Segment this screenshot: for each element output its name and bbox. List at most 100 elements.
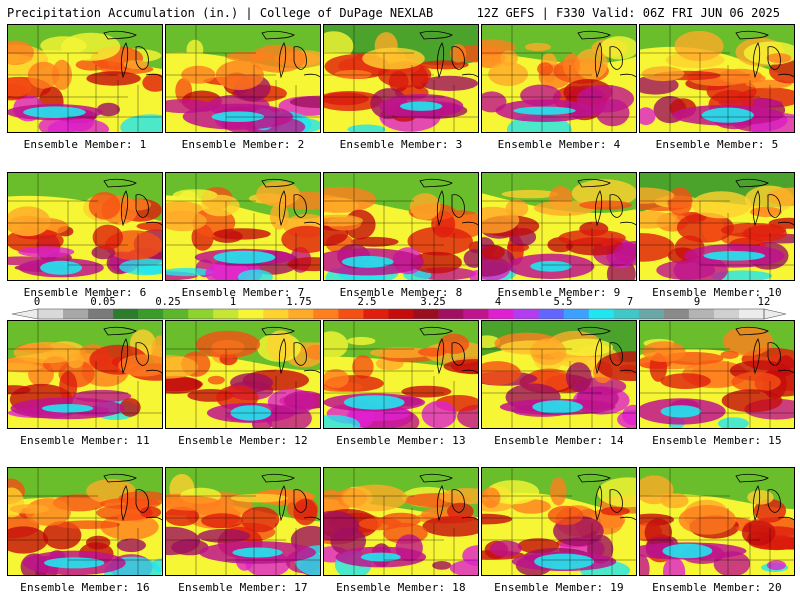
precipitation-map: [639, 467, 795, 576]
colorbar-swatch: [313, 309, 339, 319]
ensemble-member-panel: Ensemble Member: 9: [481, 172, 637, 299]
colorbar-swatch: [488, 309, 514, 319]
colorbar-swatch: [338, 309, 364, 319]
colorbar-swatch: [738, 309, 765, 319]
colorbar-tick-label: 1: [229, 296, 237, 308]
colorbar-swatch: [388, 309, 414, 319]
ensemble-member-label: Ensemble Member: 18: [336, 581, 466, 594]
colorbar-swatch: [213, 309, 239, 319]
ensemble-member-label: Ensemble Member: 17: [178, 581, 308, 594]
colorbar-border: [37, 308, 765, 320]
colorbar-swatch: [163, 309, 189, 319]
precipitation-map: [481, 320, 637, 429]
precipitation-map: [481, 172, 637, 281]
precipitation-map: [165, 24, 321, 133]
colorbar-swatch: [538, 309, 565, 319]
precipitation-map: [165, 467, 321, 576]
product-title: Precipitation Accumulation (in.) | Colle…: [7, 6, 434, 20]
colorbar: 0 0.05 0.25 1 1.75 2.5 3.25 4 5.5 7 9 12: [0, 296, 800, 320]
precipitation-map: [165, 320, 321, 429]
colorbar-max-arrow: [763, 308, 787, 320]
ensemble-member-label: Ensemble Member: 11: [20, 434, 150, 447]
ensemble-member-panel: Ensemble Member: 16: [7, 467, 163, 594]
precipitation-map: [481, 24, 637, 133]
ensemble-member-panel: Ensemble Member: 13: [323, 320, 479, 447]
colorbar-swatch: [563, 309, 590, 319]
ensemble-member-label: Ensemble Member: 13: [336, 434, 466, 447]
colorbar-scale: [11, 308, 787, 320]
ensemble-member-label: Ensemble Member: 10: [652, 286, 782, 299]
header: Precipitation Accumulation (in.) | Colle…: [0, 0, 800, 24]
colorbar-swatch: [38, 309, 64, 319]
colorbar-swatch: [363, 309, 389, 319]
ensemble-member-label: Ensemble Member: 8: [339, 286, 463, 299]
ensemble-member-label: Ensemble Member: 1: [23, 138, 147, 151]
colorbar-tick-label: 2.5: [357, 296, 377, 308]
colorbar-tick-label: 0.25: [155, 296, 181, 308]
colorbar-swatch: [188, 309, 214, 319]
ensemble-member-label: Ensemble Member: 15: [652, 434, 782, 447]
colorbar-swatch: [263, 309, 289, 319]
colorbar-swatch: [688, 309, 715, 319]
ensemble-member-panel: Ensemble Member: 17: [165, 467, 321, 594]
precipitation-map: [639, 24, 795, 133]
ensemble-member-label: Ensemble Member: 4: [497, 138, 621, 151]
precipitation-map: [323, 24, 479, 133]
ensemble-member-label: Ensemble Member: 16: [20, 581, 150, 594]
ensemble-member-panel: Ensemble Member: 6: [7, 172, 163, 299]
precipitation-map: [481, 467, 637, 576]
ensemble-member-panel: Ensemble Member: 20: [639, 467, 795, 594]
ensemble-member-panel: Ensemble Member: 15: [639, 320, 795, 447]
precipitation-map: [639, 172, 795, 281]
precipitation-map: [323, 172, 479, 281]
colorbar-swatch: [138, 309, 164, 319]
colorbar-swatch: [638, 309, 665, 319]
colorbar-tick-label: 7: [626, 296, 634, 308]
colorbar-swatch: [513, 309, 539, 319]
ensemble-member-label: Ensemble Member: 6: [23, 286, 147, 299]
precipitation-map: [165, 172, 321, 281]
colorbar-tick-label: 0: [33, 296, 41, 308]
ensemble-member-panel: Ensemble Member: 3: [323, 24, 479, 151]
ensemble-member-panel: Ensemble Member: 14: [481, 320, 637, 447]
colorbar-swatch: [463, 309, 489, 319]
ensemble-member-panel: Ensemble Member: 5: [639, 24, 795, 151]
colorbar-tick-label: 4: [494, 296, 502, 308]
precipitation-map: [7, 467, 163, 576]
ensemble-member-panel: Ensemble Member: 10: [639, 172, 795, 299]
ensemble-member-panel: Ensemble Member: 19: [481, 467, 637, 594]
ensemble-member-panel: Ensemble Member: 4: [481, 24, 637, 151]
colorbar-tick-labels: 0 0.05 0.25 1 1.75 2.5 3.25 4 5.5 7 9 12: [0, 296, 800, 308]
colorbar-swatch: [613, 309, 640, 319]
colorbar-swatch: [88, 309, 114, 319]
colorbar-swatch: [113, 309, 139, 319]
ensemble-member-panel: Ensemble Member: 18: [323, 467, 479, 594]
precipitation-map: [7, 320, 163, 429]
colorbar-swatch: [63, 309, 89, 319]
ensemble-member-panel: Ensemble Member: 1: [7, 24, 163, 151]
ensemble-member-panel: Ensemble Member: 8: [323, 172, 479, 299]
colorbar-swatch: [713, 309, 740, 319]
colorbar-tick-label: 0.05: [90, 296, 116, 308]
colorbar-tick-label: 9: [693, 296, 701, 308]
colorbar-swatch: [288, 309, 314, 319]
ensemble-member-label: Ensemble Member: 12: [178, 434, 308, 447]
colorbar-tick-label: 12: [757, 296, 771, 308]
ensemble-member-panel: Ensemble Member: 2: [165, 24, 321, 151]
ensemble-member-panel: Ensemble Member: 11: [7, 320, 163, 447]
colorbar-swatch: [438, 309, 464, 319]
precipitation-map: [7, 24, 163, 133]
colorbar-swatch: [588, 309, 615, 319]
ensemble-member-label: Ensemble Member: 14: [494, 434, 624, 447]
colorbar-swatch: [663, 309, 690, 319]
ensemble-member-label: Ensemble Member: 19: [494, 581, 624, 594]
colorbar-swatch: [413, 309, 439, 319]
precipitation-map: [323, 467, 479, 576]
ensemble-member-panel: Ensemble Member: 7: [165, 172, 321, 299]
precipitation-map: [7, 172, 163, 281]
ensemble-member-label: Ensemble Member: 5: [655, 138, 779, 151]
ensemble-member-label: Ensemble Member: 3: [339, 138, 463, 151]
ensemble-member-label: Ensemble Member: 2: [181, 138, 305, 151]
ensemble-member-label: Ensemble Member: 9: [497, 286, 621, 299]
ensemble-member-label: Ensemble Member: 20: [652, 581, 782, 594]
